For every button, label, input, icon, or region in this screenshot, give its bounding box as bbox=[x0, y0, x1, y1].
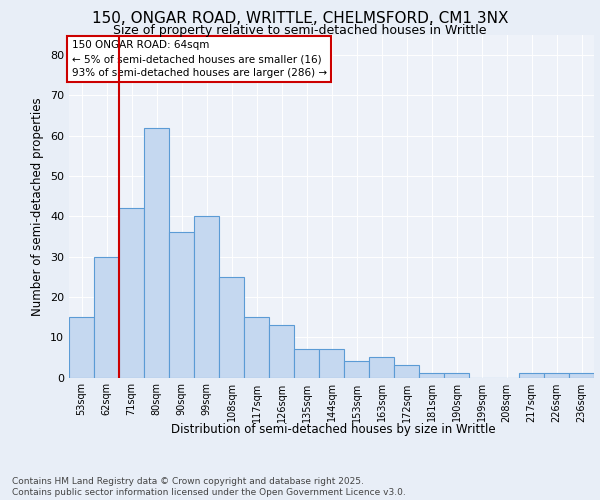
Bar bbox=[94, 256, 119, 378]
Bar bbox=[144, 128, 169, 378]
Bar bbox=[169, 232, 194, 378]
Bar bbox=[394, 366, 419, 378]
Text: Contains HM Land Registry data © Crown copyright and database right 2025.
Contai: Contains HM Land Registry data © Crown c… bbox=[12, 478, 406, 497]
Bar bbox=[344, 362, 369, 378]
Bar bbox=[219, 277, 244, 378]
Bar bbox=[544, 374, 569, 378]
Bar bbox=[69, 317, 94, 378]
Bar bbox=[194, 216, 219, 378]
Text: 150 ONGAR ROAD: 64sqm
← 5% of semi-detached houses are smaller (16)
93% of semi-: 150 ONGAR ROAD: 64sqm ← 5% of semi-detac… bbox=[71, 40, 327, 78]
Bar bbox=[119, 208, 144, 378]
Bar bbox=[419, 374, 444, 378]
Bar bbox=[444, 374, 469, 378]
Bar bbox=[269, 325, 294, 378]
Text: Size of property relative to semi-detached houses in Writtle: Size of property relative to semi-detach… bbox=[113, 24, 487, 37]
Text: 150, ONGAR ROAD, WRITTLE, CHELMSFORD, CM1 3NX: 150, ONGAR ROAD, WRITTLE, CHELMSFORD, CM… bbox=[92, 11, 508, 26]
Bar bbox=[569, 374, 594, 378]
Bar bbox=[369, 358, 394, 378]
Bar bbox=[294, 350, 319, 378]
Bar bbox=[319, 350, 344, 378]
Text: Distribution of semi-detached houses by size in Writtle: Distribution of semi-detached houses by … bbox=[170, 422, 496, 436]
Bar bbox=[519, 374, 544, 378]
Y-axis label: Number of semi-detached properties: Number of semi-detached properties bbox=[31, 97, 44, 316]
Bar bbox=[244, 317, 269, 378]
